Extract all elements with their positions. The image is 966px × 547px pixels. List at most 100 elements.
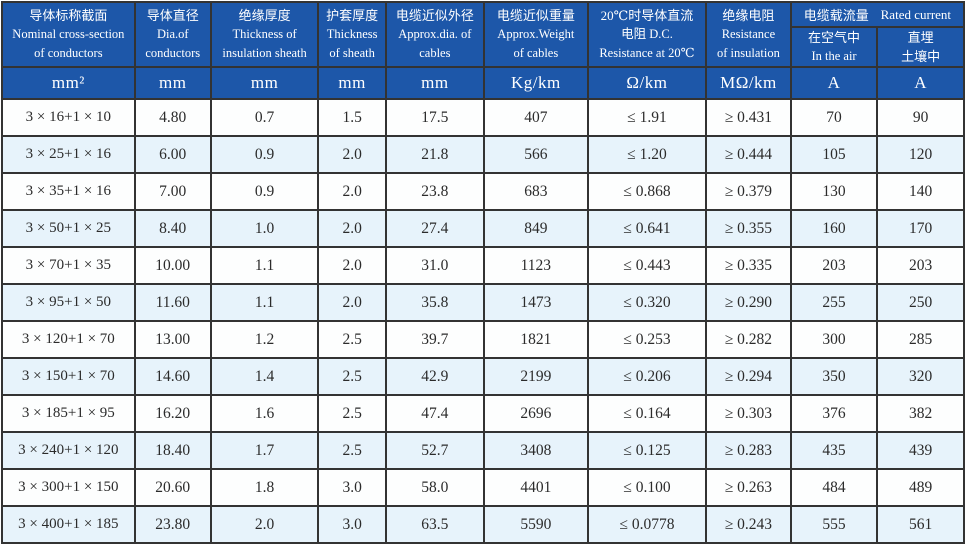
table-row: 3 × 240+1 × 120 18.40 1.7 2.5 52.7 3408 ≤ 0.12…	[1, 431, 965, 470]
table-cell: ≤ 1.20	[586, 135, 708, 174]
table-cell: ≥ 0.290	[705, 283, 792, 322]
table-cell: 3 × 120+1 × 70	[1, 320, 136, 359]
header-line-en: cables	[419, 46, 451, 60]
table-cell: 5590	[482, 505, 589, 544]
table-cell: 2.5	[317, 357, 387, 396]
table-cell: 23.8	[384, 172, 485, 211]
table-cell: ≥ 0.444	[705, 135, 792, 174]
header-line-en: of cables	[513, 46, 559, 60]
table-row: 3 × 120+1 × 70 13.00 1.2 2.5 39.7 1821 ≤ 0.253…	[1, 320, 965, 359]
table-cell: 105	[789, 135, 879, 174]
table-cell: 39.7	[384, 320, 485, 359]
table-cell: 3.0	[317, 468, 387, 507]
table-cell: 250	[876, 283, 965, 322]
table-cell: 0.9	[209, 135, 320, 174]
table-cell: 3 × 25+1 × 16	[1, 135, 136, 174]
header-line-zh: 在空气中	[808, 30, 861, 45]
header-line-zh: 导体直径	[146, 8, 199, 23]
unit-cell: mm²	[1, 66, 136, 100]
table-cell: ≤ 0.125	[586, 431, 708, 470]
col-header-insulation-thickness: 绝缘厚度 Thickness of insulation sheath	[209, 1, 320, 68]
table-cell: 1.1	[209, 283, 320, 322]
table-row: 3 × 150+1 × 70 14.60 1.4 2.5 42.9 2199 ≤ 0.206…	[1, 357, 965, 396]
table-cell: 1.4	[209, 357, 320, 396]
table-row: 3 × 70+1 × 35 10.00 1.1 2.0 31.0 1123 ≤ 0.443 ≥…	[1, 246, 965, 285]
unit-cell: MΩ/km	[705, 66, 792, 100]
col-header-buried-in-soil: 直埋 土壤中	[876, 26, 965, 68]
header-line-zh: 护套厚度	[326, 8, 379, 23]
header-line-zh: 绝缘厚度	[238, 8, 291, 23]
table-cell: 2.5	[317, 320, 387, 359]
table-cell: 435	[789, 431, 879, 470]
table-cell: 566	[482, 135, 589, 174]
table-row: 3 × 185+1 × 95 16.20 1.6 2.5 47.4 2696 ≤ 0.164…	[1, 394, 965, 433]
table-cell: 90	[876, 98, 965, 137]
table-cell: 6.00	[133, 135, 212, 174]
table-cell: 27.4	[384, 209, 485, 248]
table-cell: ≤ 0.868	[586, 172, 708, 211]
header-line-en: In the air	[811, 49, 857, 63]
table-cell: 120	[876, 135, 965, 174]
table-cell: 3 × 400+1 × 185	[1, 505, 136, 544]
col-header-insulation-resistance: 绝缘电阻 Resistance of insulation	[705, 1, 792, 68]
units-row: mm² mm mm mm mm Kg/km Ω/km MΩ/km A A	[1, 66, 965, 100]
table-cell: 3 × 185+1 × 95	[1, 394, 136, 433]
table-cell: 3 × 16+1 × 10	[1, 98, 136, 137]
table-cell: 2.5	[317, 394, 387, 433]
table-cell: 0.9	[209, 172, 320, 211]
table-cell: 376	[789, 394, 879, 433]
table-cell: 21.8	[384, 135, 485, 174]
table-body: 3 × 16+1 × 10 4.80 0.7 1.5 17.5 407 ≤ 1.91 ≥ 0.…	[1, 98, 965, 544]
table-cell: 170	[876, 209, 965, 248]
table-cell: 382	[876, 394, 965, 433]
header-line-zh: 电缆近似外径	[395, 8, 474, 23]
table-cell: 0.7	[209, 98, 320, 137]
table-row: 3 × 25+1 × 16 6.00 0.9 2.0 21.8 566 ≤ 1.20 ≥ 0.…	[1, 135, 965, 174]
unit-cell: Ω/km	[586, 66, 708, 100]
header-line-zh: 土壤中	[901, 49, 941, 64]
table-cell: 23.80	[133, 505, 212, 544]
table-cell: 2.0	[317, 172, 387, 211]
header-line-en: Approx.Weight	[497, 27, 575, 41]
col-header-approx-weight: 电缆近似重量 Approx.Weight of cables	[482, 1, 589, 68]
table-cell: 13.00	[133, 320, 212, 359]
table-cell: 285	[876, 320, 965, 359]
table-cell: ≥ 0.283	[705, 431, 792, 470]
table-cell: 2696	[482, 394, 589, 433]
header-line-zh: 导体标称截面	[29, 8, 108, 23]
table-cell: 1821	[482, 320, 589, 359]
unit-cell: mm	[209, 66, 320, 100]
table-row: 3 × 300+1 × 150 20.60 1.8 3.0 58.0 4401 ≤ 0.10…	[1, 468, 965, 507]
header-line-zh: 20℃时导体直流	[600, 8, 694, 23]
table-cell: 439	[876, 431, 965, 470]
col-header-in-air: 在空气中 In the air	[789, 26, 879, 68]
table-cell: 555	[789, 505, 879, 544]
header-line-en: Thickness of	[232, 27, 297, 41]
table-cell: ≥ 0.431	[705, 98, 792, 137]
table-cell: 683	[482, 172, 589, 211]
col-header-cross-section: 导体标称截面 Nominal cross-section of conducto…	[1, 1, 136, 68]
table-row: 3 × 50+1 × 25 8.40 1.0 2.0 27.4 849 ≤ 0.641 ≥ 0…	[1, 209, 965, 248]
table-cell: ≥ 0.294	[705, 357, 792, 396]
table-cell: 849	[482, 209, 589, 248]
table-cell: ≤ 0.164	[586, 394, 708, 433]
table-cell: 2.0	[317, 135, 387, 174]
table-cell: ≤ 1.91	[586, 98, 708, 137]
table-header: 导体标称截面 Nominal cross-section of conducto…	[1, 1, 966, 100]
table-cell: 1.0	[209, 209, 320, 248]
table-cell: 203	[876, 246, 965, 285]
table-cell: ≤ 0.320	[586, 283, 708, 322]
table-cell: 1.7	[209, 431, 320, 470]
header-line-en: Nominal cross-section	[12, 27, 125, 41]
table-cell: 1473	[482, 283, 589, 322]
unit-cell: mm	[384, 66, 485, 100]
table-cell: 203	[789, 246, 879, 285]
table-cell: 16.20	[133, 394, 212, 433]
header-line-zh: 绝缘电阻	[722, 8, 775, 23]
unit-cell: mm	[133, 66, 212, 100]
table-cell: 17.5	[384, 98, 485, 137]
table-cell: ≥ 0.355	[705, 209, 792, 248]
header-line-zh: 电缆近似重量	[496, 8, 575, 23]
table-cell: 7.00	[133, 172, 212, 211]
table-cell: 3 × 150+1 × 70	[1, 357, 136, 396]
